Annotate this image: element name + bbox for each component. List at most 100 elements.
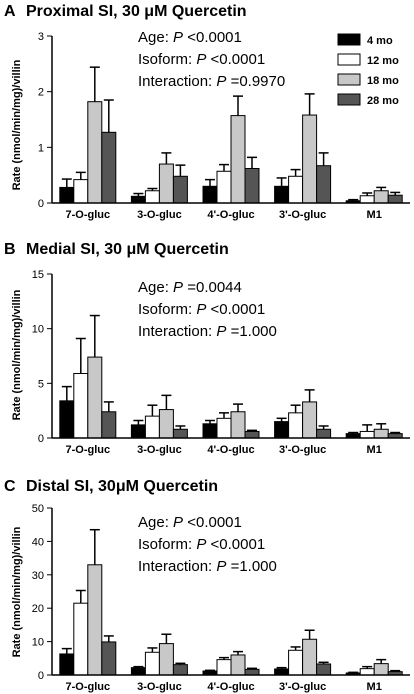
bar [172, 664, 188, 676]
bar [316, 165, 332, 204]
panel-a-stat-age: Age: P <0.0001 [138, 29, 242, 46]
bar [59, 186, 75, 204]
legend-label-12mo: 12 mo [367, 55, 399, 67]
bar [144, 651, 160, 676]
y-tick-label: 15 [32, 269, 44, 281]
panel-b-stat-age: Age: P =0.0044 [138, 279, 242, 296]
y-tick-label: 0 [38, 198, 44, 210]
bar [216, 659, 232, 676]
bar [230, 115, 246, 204]
panel-b-title: Medial SI, 30 μM Quercetin [26, 241, 229, 258]
y-tick-label: 2 [38, 87, 44, 99]
bar [302, 401, 318, 439]
bar [316, 428, 332, 439]
panel-a-y-axis-label: Rate (nmol/min/mg)/villin [11, 59, 23, 190]
y-tick-label: 1 [38, 142, 44, 154]
x-tick-label: 7-O-gluc [65, 444, 110, 456]
bar [87, 564, 103, 676]
x-tick-label: M1 [367, 444, 382, 456]
x-tick-label: 3-O-gluc [137, 209, 182, 221]
bar [144, 415, 160, 439]
x-tick-label: 3-O-gluc [137, 444, 182, 456]
panel-a: A Proximal SI, 30 μM Quercetin Rate (nmo… [4, 3, 410, 221]
panel-c: C Distal SI, 30μM Quercetin Rate (nmol/m… [4, 478, 410, 693]
bar [230, 411, 246, 439]
bar [216, 417, 232, 439]
bar [130, 667, 146, 676]
legend-swatch-4mo [337, 33, 361, 46]
bar [130, 424, 146, 439]
x-tick-label: 3-O-gluc [137, 681, 182, 693]
bar [373, 190, 389, 204]
panel-a-letter: A [4, 3, 16, 20]
x-tick-label: 7-O-gluc [65, 681, 110, 693]
bar [87, 356, 103, 439]
bar [244, 167, 260, 204]
panel-b-stat-isoform: Isoform: P <0.0001 [138, 301, 265, 318]
panel-c-letter: C [4, 478, 16, 495]
legend-swatch-12mo [337, 53, 361, 66]
panel-c-title: Distal SI, 30μM Quercetin [26, 478, 218, 495]
bar [73, 372, 89, 439]
x-tick-label: M1 [367, 681, 382, 693]
legend-label-28mo: 28 mo [367, 95, 399, 107]
bar [101, 641, 117, 676]
legend-swatch-28mo [337, 93, 361, 106]
x-tick-label: 4'-O-gluc [207, 444, 254, 456]
bar [158, 643, 174, 676]
legend-swatch-18mo [337, 73, 361, 86]
y-tick-label: 10 [32, 324, 44, 336]
panel-c-stat-age: Age: P <0.0001 [138, 514, 242, 531]
y-tick-label: 0 [38, 670, 44, 682]
bar [158, 163, 174, 204]
panel-c-stat-interaction: Interaction: P =1.000 [138, 558, 277, 575]
panel-a-stat-isoform: Isoform: P <0.0001 [138, 51, 265, 68]
bar [302, 114, 318, 204]
panel-b: B Medial SI, 30 μM Quercetin Rate (nmol/… [4, 241, 410, 456]
bar [359, 668, 375, 676]
panel-a-stats: Age: P <0.0001 Isoform: P <0.0001 Intera… [138, 29, 285, 90]
y-tick-label: 3 [38, 31, 44, 43]
panel-b-y-axis-label: Rate (nmol/min/mg)/villin [11, 289, 23, 420]
x-tick-label: 3'-O-gluc [279, 209, 326, 221]
bar [359, 195, 375, 204]
x-tick-label: 3'-O-gluc [279, 444, 326, 456]
y-tick-label: 30 [32, 570, 44, 582]
panel-b-letter: B [4, 241, 16, 258]
panel-a-plot: 0 1 2 3 7-O-gluc 3-O-gluc 4'-O-gluc 3'-O-gluc M1 [38, 31, 410, 221]
x-tick-label: M1 [367, 209, 382, 221]
bar [359, 430, 375, 439]
legend-label-4mo: 4 mo [367, 35, 393, 47]
bar [274, 185, 290, 204]
bar [202, 185, 218, 204]
bar [172, 428, 188, 439]
bar [373, 663, 389, 676]
y-tick-label: 40 [32, 536, 44, 548]
bar [302, 638, 318, 676]
bar [59, 400, 75, 439]
y-tick-label: 5 [38, 378, 44, 390]
x-tick-label: 3'-O-gluc [279, 681, 326, 693]
bar [288, 649, 304, 676]
bar [274, 421, 290, 439]
y-tick-label: 10 [32, 637, 44, 649]
panel-a-title: Proximal SI, 30 μM Quercetin [26, 3, 247, 20]
panel-b-stats: Age: P =0.0044 Isoform: P <0.0001 Intera… [138, 279, 277, 340]
panel-c-y-axis-label: Rate (nmol/min/mg)/villin [11, 526, 23, 657]
y-tick-label: 0 [38, 433, 44, 445]
bar [101, 131, 117, 204]
panel-b-plot: 0 5 10 15 7-O-gluc 3-O-gluc 4'-O-gluc 3'-O-gluc… [32, 269, 410, 456]
bar [244, 430, 260, 439]
bar [288, 175, 304, 204]
bar [230, 654, 246, 676]
bar [316, 663, 332, 676]
bar [158, 409, 174, 439]
bar [202, 423, 218, 439]
bar [130, 195, 146, 204]
bar [288, 412, 304, 439]
bar [172, 175, 188, 204]
bar [73, 179, 89, 204]
bar [216, 170, 232, 204]
panel-b-stat-interaction: Interaction: P =1.000 [138, 323, 277, 340]
